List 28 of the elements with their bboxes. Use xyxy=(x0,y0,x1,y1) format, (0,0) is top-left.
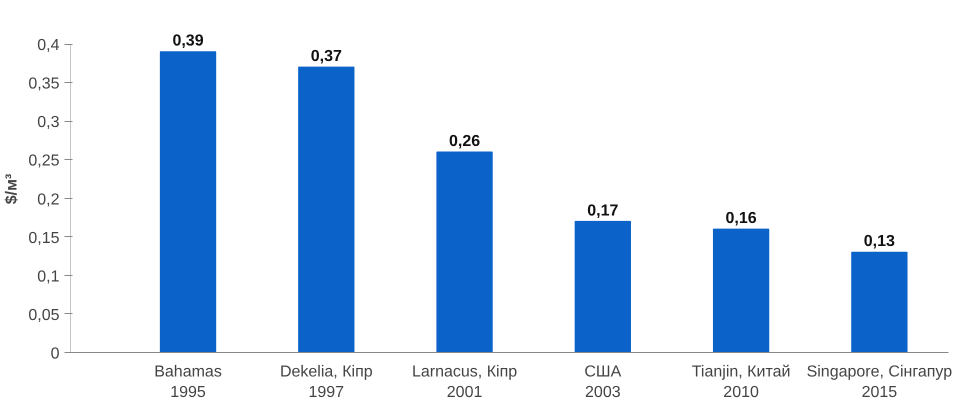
bar xyxy=(851,252,908,352)
bar xyxy=(160,51,216,352)
y-tick-label: 0,35 xyxy=(28,76,60,93)
y-tick-label: 0,25 xyxy=(28,152,60,170)
data-label: 0,39 xyxy=(172,32,204,50)
bar xyxy=(574,220,631,352)
y-tick-label: 0,2 xyxy=(37,191,60,208)
bar xyxy=(298,66,354,352)
data-label: 0,17 xyxy=(587,202,619,220)
data-label: 0,13 xyxy=(864,233,896,250)
y-tick-label: 0,05 xyxy=(28,306,60,324)
x-tick-label: Dekelia, Кіпр 1997 xyxy=(280,364,373,401)
y-tick-label: 0 xyxy=(50,346,60,362)
y-axis-title: $/м³ xyxy=(3,174,20,204)
x-tick-label: США 2003 xyxy=(584,364,622,401)
y-tick-label: 0,1 xyxy=(37,268,60,286)
bar xyxy=(436,151,493,352)
x-tick-label: Larnacus, Кіпр 2001 xyxy=(412,364,518,401)
data-label: 0,26 xyxy=(448,132,480,150)
y-tick-label: 0,4 xyxy=(37,37,60,54)
x-tick-label: Bahamas 1995 xyxy=(154,364,222,401)
bar xyxy=(712,228,770,352)
data-label: 0,37 xyxy=(310,48,342,66)
y-tick-label: 0,3 xyxy=(37,114,60,132)
x-tick-label: Singapore, Сінгапур 2015 xyxy=(806,364,952,401)
y-tick-label: 0,15 xyxy=(28,230,60,247)
x-tick-label: Tianjin, Китай 2010 xyxy=(692,364,790,401)
data-label: 0,16 xyxy=(726,210,757,228)
